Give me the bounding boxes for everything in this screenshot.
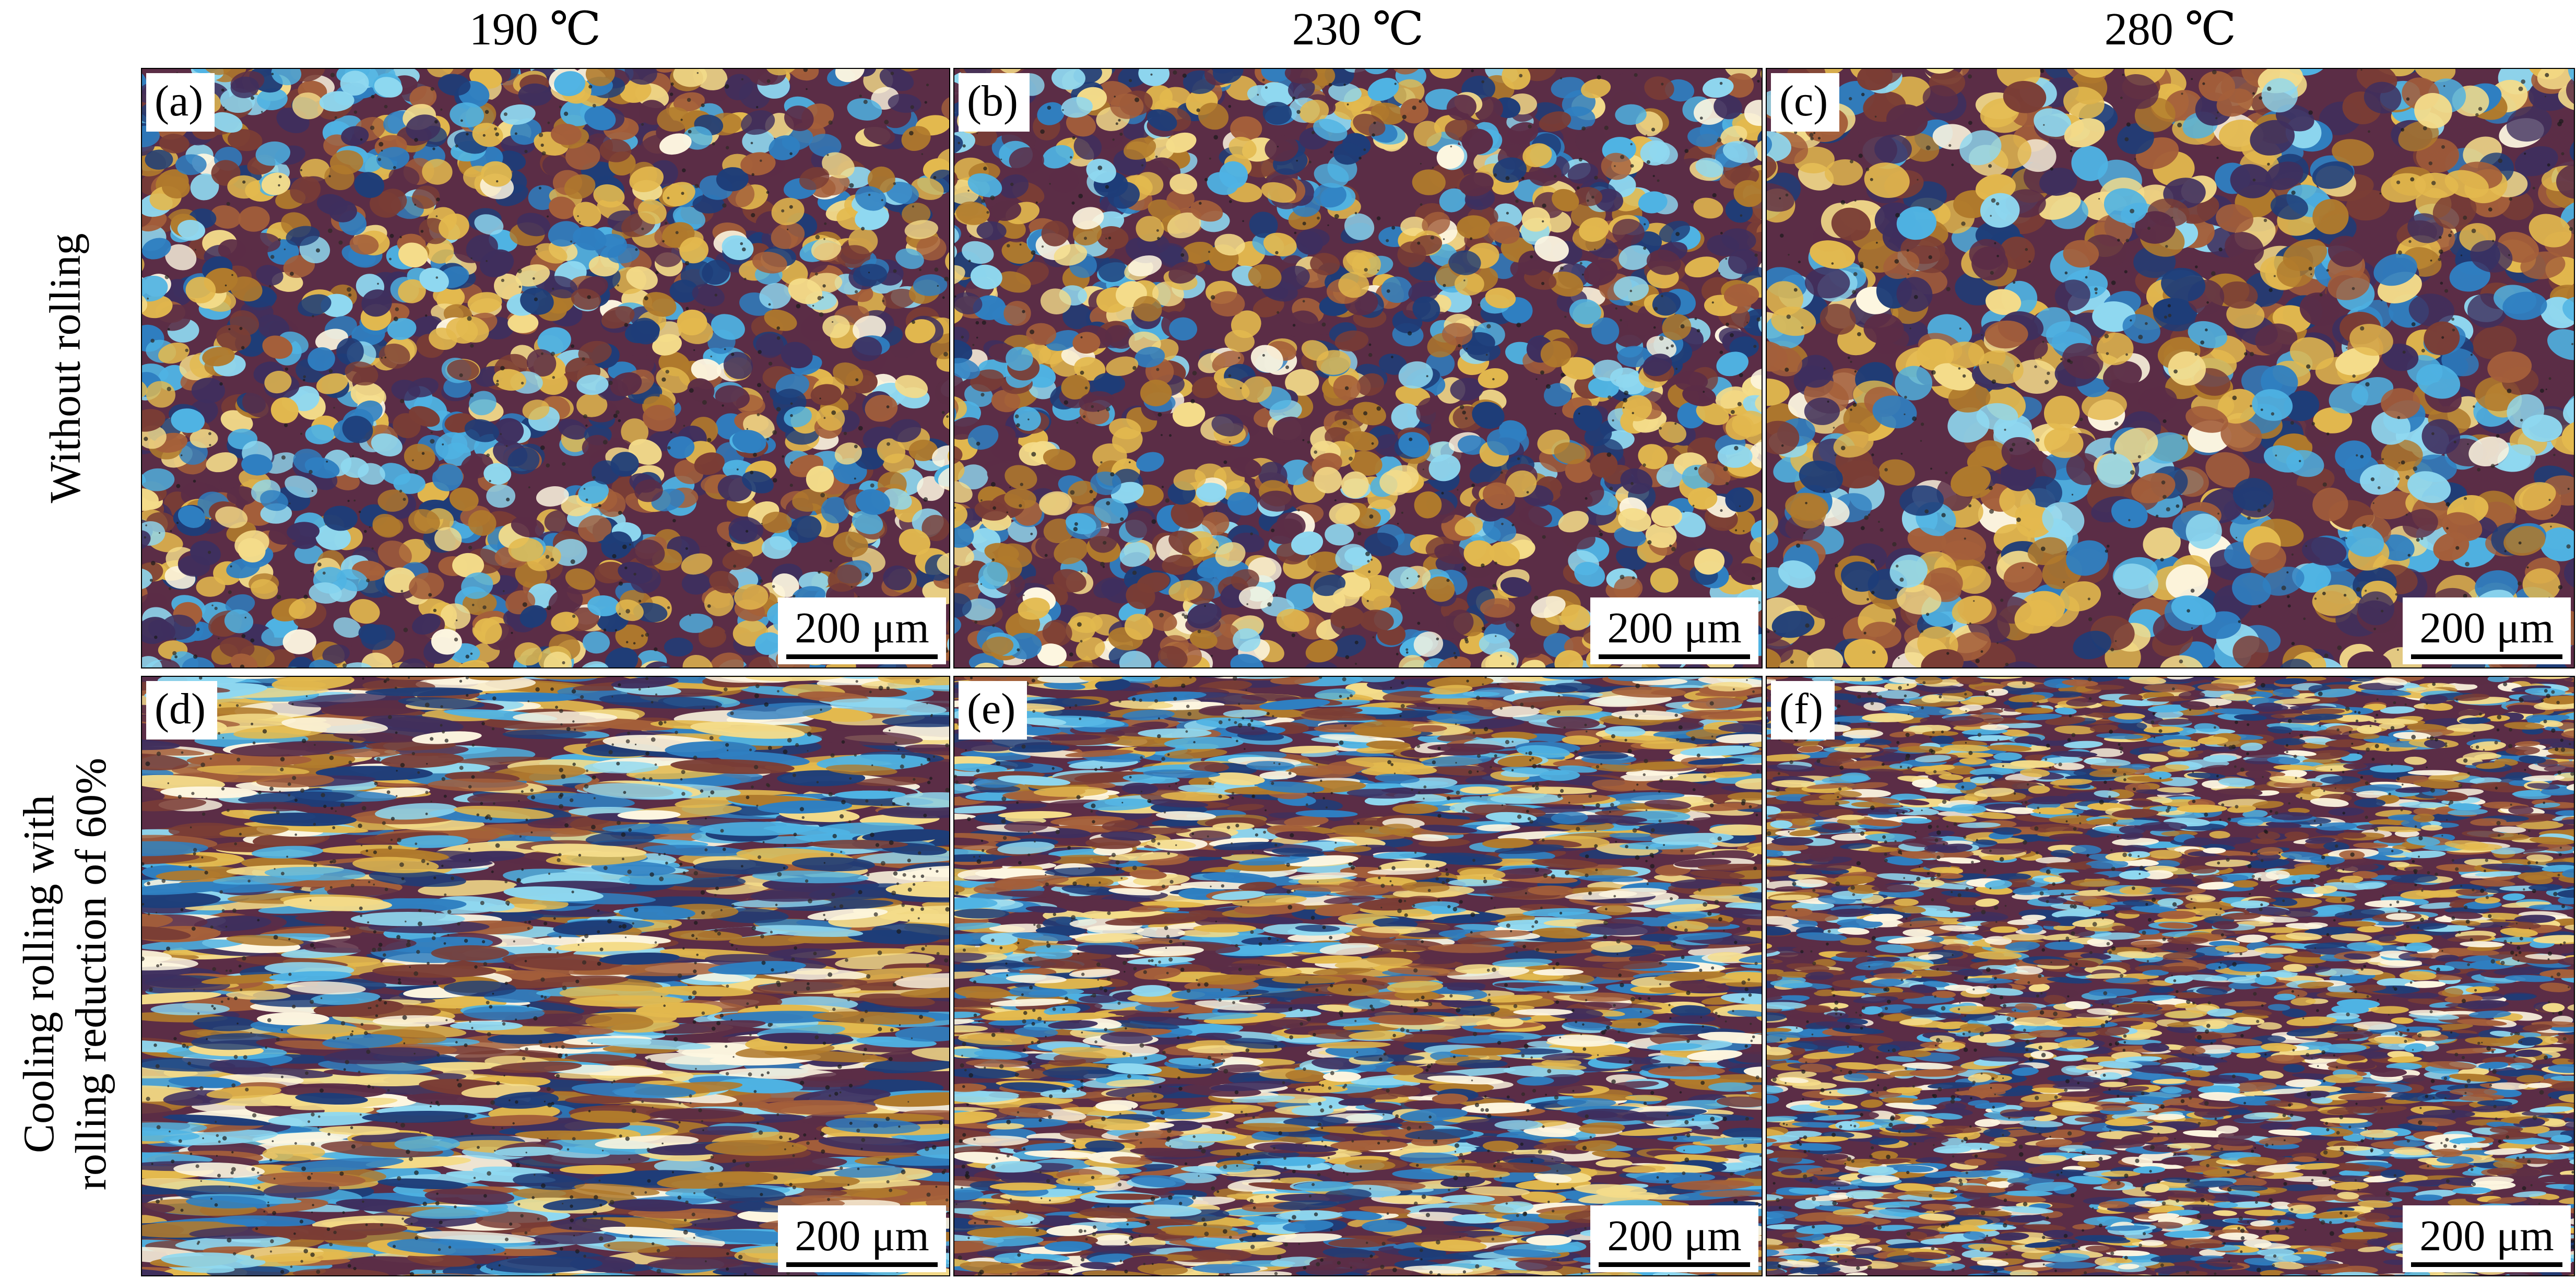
micrograph-image: [142, 677, 949, 1275]
column-header-230: 230 ℃: [1292, 4, 1424, 55]
micrograph-image: [954, 69, 1762, 667]
scale-bar-text: 200 μm: [795, 603, 929, 652]
row-label-line: Cooling rolling with: [15, 794, 63, 1154]
scale-bar-line: [786, 654, 938, 659]
row-label-line: rolling reduction of 60%: [67, 757, 115, 1191]
scale-bar: 200 μm: [2403, 1205, 2571, 1272]
scale-bar: 200 μm: [1590, 1205, 1758, 1272]
scale-bar: 200 μm: [1590, 597, 1758, 664]
column-header-190: 190 ℃: [469, 4, 601, 55]
panel-label: (f): [1771, 681, 1835, 740]
panel-label: (a): [146, 73, 215, 132]
scale-bar: 200 μm: [2403, 597, 2571, 664]
micrograph-image: [1767, 69, 2574, 667]
scale-bar-line: [2411, 1262, 2562, 1267]
scale-bar-line: [2411, 654, 2562, 659]
scale-bar-line: [786, 1262, 938, 1267]
micrograph-panel-c: (c) 200 μm: [1766, 68, 2575, 668]
row-label-without-rolling: Without rolling: [0, 68, 131, 668]
row-label-line: Without rolling: [41, 233, 90, 503]
micrograph-image: [1767, 677, 2574, 1275]
micrograph-image: [142, 69, 949, 667]
panel-label: (c): [1771, 73, 1840, 132]
scale-bar-text: 200 μm: [1607, 1211, 1742, 1260]
micrograph-panel-a: (a) 200 μm: [141, 68, 950, 668]
panel-label: (e): [959, 681, 1027, 740]
row-label-cooling-rolling: Cooling rolling with rolling reduction o…: [0, 674, 131, 1274]
scale-bar: 200 μm: [778, 1205, 946, 1272]
scale-bar-text: 200 μm: [795, 1211, 929, 1260]
scale-bar-text: 200 μm: [1607, 603, 1742, 652]
scale-bar-text: 200 μm: [2419, 603, 2554, 652]
scale-bar-text: 200 μm: [2419, 1211, 2554, 1260]
micrograph-panel-e: (e) 200 μm: [953, 676, 1763, 1276]
panel-label: (b): [959, 73, 1030, 132]
micrograph-panel-f: (f) 200 μm: [1766, 676, 2575, 1276]
micrograph-panel-b: (b) 200 μm: [953, 68, 1763, 668]
micrograph-image: [954, 677, 1762, 1275]
panel-label: (d): [146, 681, 217, 740]
scale-bar: 200 μm: [778, 597, 946, 664]
micrograph-panel-d: (d) 200 μm: [141, 676, 950, 1276]
column-header-280: 280 ℃: [2104, 4, 2237, 55]
scale-bar-line: [1599, 654, 1750, 659]
scale-bar-line: [1599, 1262, 1750, 1267]
